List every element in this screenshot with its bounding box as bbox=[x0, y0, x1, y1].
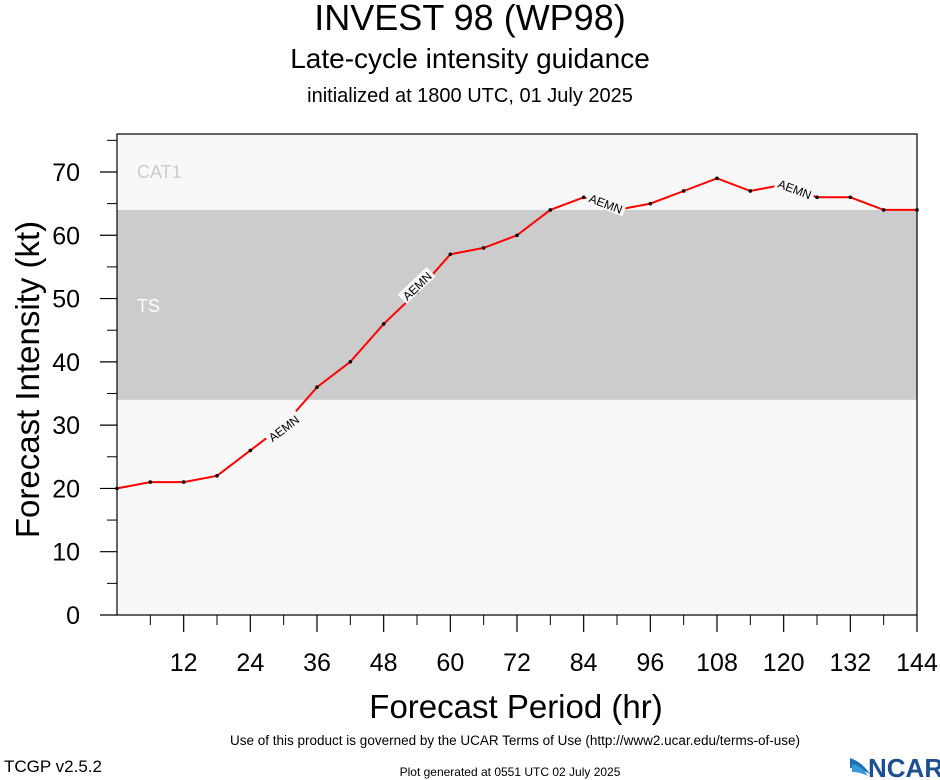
data-point bbox=[548, 208, 553, 212]
data-point bbox=[348, 360, 353, 364]
data-point bbox=[748, 189, 753, 193]
line-label-gap bbox=[397, 267, 436, 305]
x-tick-label: 96 bbox=[636, 649, 664, 677]
data-point bbox=[315, 385, 319, 389]
x-tick-label: 144 bbox=[896, 649, 938, 677]
band-label-ts: TS bbox=[137, 296, 160, 316]
data-point bbox=[815, 195, 819, 200]
data-point bbox=[715, 176, 719, 181]
data-point bbox=[381, 322, 386, 326]
y-tick-label: 0 bbox=[66, 602, 80, 630]
line-label-gap bbox=[585, 189, 628, 217]
y-tick-label: 50 bbox=[52, 286, 80, 314]
x-tick-label: 12 bbox=[170, 649, 198, 677]
y-axis-label: Forecast Intensity (kt) bbox=[9, 221, 46, 538]
band-label-cat1: CAT1 bbox=[137, 162, 182, 182]
data-point bbox=[148, 480, 153, 484]
y-tick-label: 40 bbox=[52, 349, 80, 377]
x-tick-label: 108 bbox=[696, 649, 738, 677]
data-point bbox=[581, 195, 586, 200]
x-axis-label: Forecast Period (hr) bbox=[369, 688, 662, 725]
x-tick-label: 132 bbox=[829, 649, 871, 677]
x-tick-label: 72 bbox=[503, 649, 531, 677]
series-line-label: AEMN bbox=[585, 189, 628, 217]
data-point bbox=[448, 252, 453, 257]
y-tick-label: 30 bbox=[52, 412, 80, 440]
data-point bbox=[481, 246, 486, 250]
data-point bbox=[215, 473, 219, 478]
ncar-swoosh-icon bbox=[850, 758, 870, 776]
data-point bbox=[515, 233, 519, 238]
data-point bbox=[648, 201, 653, 206]
line-label-gap bbox=[263, 410, 304, 446]
data-point bbox=[881, 208, 886, 212]
terms-of-use-text: Use of this product is governed by the U… bbox=[230, 733, 800, 748]
initialization-time: initialized at 1800 UTC, 01 July 2025 bbox=[307, 85, 633, 107]
x-tick-label: 60 bbox=[436, 649, 464, 677]
ncar-logo: NCAR bbox=[850, 753, 940, 780]
ts-band bbox=[117, 209, 917, 400]
data-point bbox=[181, 480, 186, 484]
y-tick-label: 10 bbox=[52, 539, 80, 567]
data-point bbox=[115, 486, 119, 491]
x-tick-label: 84 bbox=[570, 649, 598, 677]
y-tick-label: 20 bbox=[52, 475, 80, 503]
version-label: TCGP v2.5.2 bbox=[4, 757, 102, 776]
chart-title: INVEST 98 (WP98) bbox=[314, 0, 626, 38]
x-tick-label: 120 bbox=[763, 649, 805, 677]
intensity-chart: TS CAT1 0 10 20 30 40 50 60 70 12 24 36 48 60 72 84 96 108… bbox=[9, 133, 938, 725]
data-point bbox=[915, 208, 919, 212]
y-tick-label: 70 bbox=[52, 159, 80, 187]
ncar-logo-text: NCAR bbox=[868, 753, 940, 780]
data-point bbox=[848, 195, 853, 200]
x-tick-label: 36 bbox=[303, 649, 331, 677]
x-tick-label: 48 bbox=[370, 649, 398, 677]
data-point bbox=[248, 448, 253, 453]
chart-subtitle: Late-cycle intensity guidance bbox=[290, 43, 650, 74]
y-tick-label: 60 bbox=[52, 222, 80, 250]
data-point bbox=[681, 189, 686, 193]
line-label-gap bbox=[773, 175, 816, 202]
x-tick-label: 24 bbox=[236, 649, 264, 677]
generated-timestamp: Plot generated at 0551 UTC 02 July 2025 bbox=[399, 765, 621, 779]
